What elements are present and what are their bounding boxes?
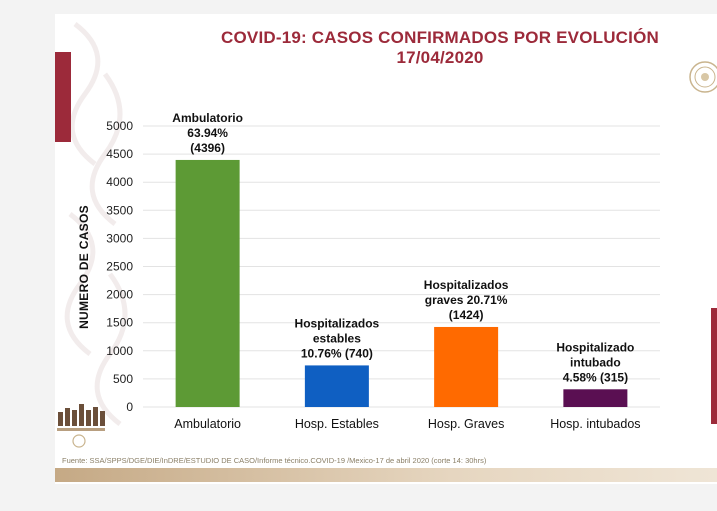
- category-labels: Ambulatorio Hosp. Estables Hosp. Graves Hos…: [174, 417, 640, 431]
- y-tick-labels: 0 500 1000 1500 2000 2500 3000 3500 4000 4500 5000: [106, 119, 133, 414]
- data-label: Hospitalizado intubado 4.58% (315): [556, 340, 634, 384]
- y-tick-label: 2500: [106, 260, 133, 274]
- decorative-pattern: [64, 22, 128, 426]
- footer-building-icon: [57, 404, 105, 448]
- y-tick-label: 3000: [106, 231, 133, 245]
- data-label: Hospitalizados graves 20.71% (1424): [424, 278, 509, 322]
- category-label: Hosp. Estables: [295, 417, 379, 431]
- bars: [175, 159, 628, 407]
- bottom-decorative-bar: [55, 468, 717, 482]
- y-tick-label: 2000: [106, 288, 133, 302]
- source-note: Fuente: SSA/SPPS/DGE/DIE/InDRE/ESTUDIO D…: [62, 456, 487, 465]
- chart-title: COVID-19: CASOS CONFIRMADOS POR EVOLUCIÓ…: [190, 28, 690, 68]
- category-label: Hosp. intubados: [550, 417, 640, 431]
- title-line-2: 17/04/2020: [396, 48, 484, 67]
- y-tick-label: 0: [126, 400, 133, 414]
- bar: [175, 159, 240, 407]
- left-accent-bar: [55, 52, 71, 142]
- y-tick-label: 1500: [106, 316, 133, 330]
- category-label: Ambulatorio: [174, 417, 241, 431]
- data-label: Ambulatorio 63.94% (4396): [172, 111, 243, 155]
- data-label: Hospitalizados estables 10.76% (740): [295, 316, 380, 360]
- right-accent-bar: [711, 308, 717, 424]
- category-label: Hosp. Graves: [428, 417, 504, 431]
- y-tick-label: 4500: [106, 147, 133, 161]
- bar: [563, 389, 628, 407]
- seal-icon: [689, 61, 717, 93]
- bar: [434, 326, 499, 407]
- bar: [304, 365, 369, 407]
- y-tick-label: 500: [113, 372, 133, 386]
- title-line-1: COVID-19: CASOS CONFIRMADOS POR EVOLUCIÓ…: [221, 28, 659, 47]
- data-labels: Ambulatorio 63.94% (4396) Hospitalizados est…: [172, 111, 634, 384]
- y-tick-label: 1000: [106, 344, 133, 358]
- y-tick-label: 5000: [106, 119, 133, 133]
- y-tick-label: 4000: [106, 175, 133, 189]
- y-tick-label: 3500: [106, 203, 133, 217]
